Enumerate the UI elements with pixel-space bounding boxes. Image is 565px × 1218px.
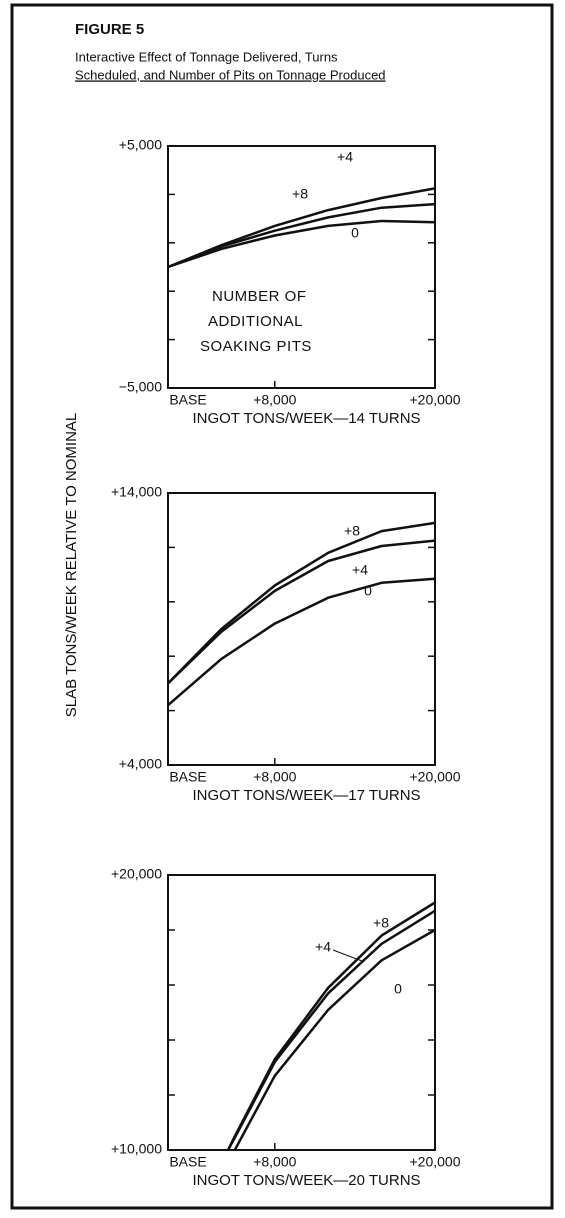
plot-frame (167, 874, 436, 1151)
x-tick-label: BASE (169, 769, 206, 785)
frame (10, 3, 554, 1210)
x-tick-label: +20,000 (410, 1154, 461, 1170)
figure-number: FIGURE 5 (75, 21, 144, 38)
y-tick-label: +4,000 (119, 756, 162, 772)
leader-line (332, 949, 363, 962)
x-axis-label: INGOT TONS/WEEK—14 TURNS (192, 410, 420, 427)
x-tick-label: +20,000 (410, 769, 461, 785)
annotation: NUMBER OF (212, 288, 307, 305)
series-label: +4 (337, 149, 353, 165)
series-label: +8 (292, 186, 308, 202)
series-line (167, 577, 436, 707)
x-axis-label: INGOT TONS/WEEK—20 TURNS (192, 1172, 420, 1189)
x-tick-label: BASE (169, 1154, 206, 1170)
x-tick-label: BASE (169, 392, 206, 408)
series-line (167, 539, 436, 685)
series-line (167, 219, 436, 269)
y-tick-label: +10,000 (111, 1141, 162, 1157)
annotation: SOAKING PITS (200, 338, 312, 355)
x-tick-label: +8,000 (253, 1154, 296, 1170)
annotation: ADDITIONAL (208, 313, 303, 330)
series-line (226, 901, 436, 1151)
plot-frame (167, 492, 436, 766)
y-tick-label: +14,000 (111, 484, 162, 500)
y-tick-label: −5,000 (119, 379, 162, 395)
x-axis-label: INGOT TONS/WEEK—17 TURNS (192, 787, 420, 804)
series-line (233, 928, 436, 1151)
series-label: +4 (352, 562, 368, 578)
series-label: 0 (351, 225, 359, 241)
series-line (167, 187, 436, 269)
series-label: 0 (394, 981, 402, 997)
x-tick-label: +20,000 (410, 392, 461, 408)
series-label: 0 (364, 583, 372, 599)
series-line (167, 521, 436, 685)
x-tick-label: +8,000 (253, 392, 296, 408)
title-line: Interactive Effect of Tonnage Delivered,… (75, 49, 338, 64)
y-tick-label: +20,000 (111, 866, 162, 882)
y-axis-label: SLAB TONS/WEEK RELATIVE TO NOMINAL (63, 413, 80, 718)
title-line: Scheduled, and Number of Pits on Tonnage… (75, 67, 386, 82)
series-label: +8 (344, 523, 360, 539)
y-tick-label: +5,000 (119, 137, 162, 153)
series-label: +4 (315, 939, 331, 955)
x-tick-label: +8,000 (253, 769, 296, 785)
series-label: +8 (373, 915, 389, 931)
series-line (167, 202, 436, 269)
